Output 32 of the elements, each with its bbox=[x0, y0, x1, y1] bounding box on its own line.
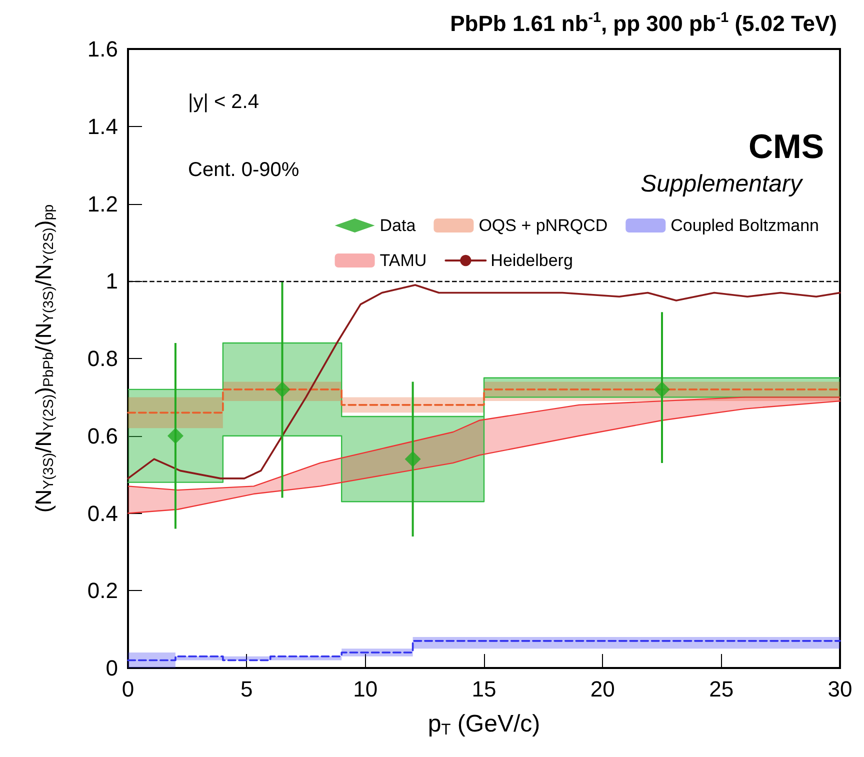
line-series bbox=[127, 640, 841, 662]
legend-label: Coupled Boltzmann bbox=[670, 216, 820, 235]
y-tick-label: 0.6 bbox=[87, 423, 118, 448]
line-series bbox=[127, 284, 841, 480]
y-tick-label: 0.8 bbox=[87, 346, 118, 371]
annotation: Supplementary bbox=[640, 170, 804, 198]
point bbox=[404, 451, 421, 468]
y-tick-label: 1.2 bbox=[87, 191, 118, 216]
annotation: |y| < 2.4 bbox=[188, 91, 259, 113]
y-tick-label: 1 bbox=[106, 268, 118, 294]
x-tick-label: 0 bbox=[122, 676, 134, 702]
y-tick-label: 1.6 bbox=[87, 36, 118, 62]
y-tick-label: 0.2 bbox=[87, 578, 118, 604]
legend-label: OQS + pNRQCD bbox=[478, 216, 608, 235]
y-tick-label: 1.4 bbox=[87, 114, 118, 139]
x-tick-label: 5 bbox=[240, 676, 253, 702]
y-tick-label: 0 bbox=[106, 656, 118, 680]
y-tick-label: 0.4 bbox=[87, 500, 118, 526]
point bbox=[654, 381, 670, 398]
annotation: CMS bbox=[748, 128, 824, 166]
text: (NΥ(3S)/NΥ(2S))PbPb/(NΥ(3S)/NΥ(2S))pp bbox=[31, 204, 57, 513]
point bbox=[274, 381, 290, 398]
legend-label: TAMU bbox=[380, 251, 427, 270]
legend-label: Data bbox=[380, 216, 416, 235]
x-tick-label: 20 bbox=[590, 676, 615, 702]
x-tick-label: 10 bbox=[353, 676, 378, 702]
x-tick-label: 15 bbox=[472, 676, 496, 702]
annotation: Cent. 0-90% bbox=[188, 159, 300, 181]
x-tick-label: 25 bbox=[709, 676, 734, 702]
point bbox=[167, 428, 184, 444]
x-tick-label: 30 bbox=[828, 676, 852, 702]
legend-label: Heidelberg bbox=[490, 251, 573, 270]
